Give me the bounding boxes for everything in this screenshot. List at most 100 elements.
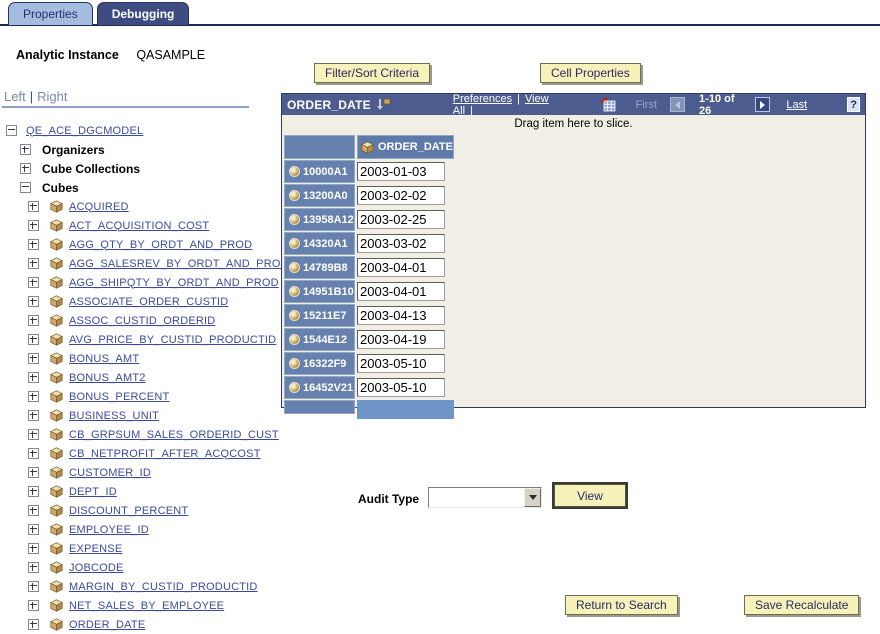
order-date-input[interactable] xyxy=(357,306,445,325)
previous-page-button[interactable] xyxy=(670,97,686,112)
order-date-column-header[interactable]: ORDER_DATE xyxy=(357,135,454,159)
expand-icon[interactable] xyxy=(28,486,39,497)
order-date-input[interactable] xyxy=(357,162,445,181)
cube-link[interactable]: BONUS_AMT2 xyxy=(69,371,146,384)
left-pane-link[interactable]: Left xyxy=(4,89,26,104)
row-label: 16452V21 xyxy=(303,381,354,394)
expand-icon[interactable] xyxy=(28,334,39,345)
corner-cell xyxy=(284,135,355,159)
cube-link[interactable]: CB_GRPSUM_SALES_ORDERID_CUST xyxy=(69,428,279,441)
last-link[interactable]: Last xyxy=(786,98,808,111)
cube-link[interactable]: ASSOC_CUSTID_ORDERID xyxy=(69,314,216,327)
expand-icon[interactable] xyxy=(28,277,39,288)
cube-link[interactable]: ACQUIRED xyxy=(69,200,129,213)
cube-link[interactable]: BONUS_AMT xyxy=(69,352,140,365)
tree-item-cube: AGG_QTY_BY_ORDT_AND_PROD xyxy=(6,235,280,254)
cube-link[interactable]: EMPLOYEE_ID xyxy=(69,523,149,536)
model-root-link[interactable]: QE_ACE_DGCMODEL xyxy=(26,124,144,137)
order-date-input[interactable] xyxy=(357,282,445,301)
cube-link[interactable]: AGG_SHIPQTY_BY_ORDT_AND_PROD xyxy=(69,276,279,289)
expand-icon[interactable] xyxy=(28,619,39,630)
expand-icon[interactable] xyxy=(28,600,39,611)
preferences-link[interactable]: Preferences xyxy=(452,92,513,105)
expand-icon[interactable] xyxy=(28,524,39,535)
order-date-input[interactable] xyxy=(357,186,445,205)
expand-icon[interactable] xyxy=(28,391,39,402)
expand-icon[interactable] xyxy=(28,429,39,440)
expand-icon[interactable] xyxy=(28,353,39,364)
expand-icon[interactable] xyxy=(28,410,39,421)
expand-icon[interactable] xyxy=(28,220,39,231)
member-icon[interactable] xyxy=(289,238,300,249)
cube-link[interactable]: NET_SALES_BY_EMPLOYEE xyxy=(69,599,225,612)
cube-icon xyxy=(50,542,63,555)
order-date-grid: ORDER_DATE Preferences | View All | First 1… xyxy=(281,92,866,419)
member-icon[interactable] xyxy=(289,286,300,297)
link-separator: | xyxy=(470,104,473,117)
cube-link[interactable]: AVG_PRICE_BY_CUSTID_PRODUCTID xyxy=(69,333,277,346)
expand-icon[interactable] xyxy=(28,239,39,250)
cube-link[interactable]: ACT_ACQUISITION_COST xyxy=(69,219,210,232)
filter-sort-criteria-button[interactable]: Filter/Sort Criteria xyxy=(314,63,431,83)
order-date-input[interactable] xyxy=(357,234,445,253)
right-pane-link[interactable]: Right xyxy=(37,89,68,104)
order-date-input[interactable] xyxy=(357,330,445,349)
save-recalculate-button[interactable]: Save Recalculate xyxy=(744,595,860,615)
collapse-icon[interactable] xyxy=(20,182,31,193)
cube-link[interactable]: JOBCODE xyxy=(69,561,124,574)
next-page-button[interactable] xyxy=(755,97,771,112)
cube-link[interactable]: BUSINESS_UNIT xyxy=(69,409,160,422)
cube-link[interactable]: DISCOUNT_PERCENT xyxy=(69,504,189,517)
cell-properties-button[interactable]: Cell Properties xyxy=(540,63,641,83)
expand-icon[interactable] xyxy=(28,505,39,516)
order-date-input[interactable] xyxy=(357,258,445,277)
slice-move-icon[interactable] xyxy=(376,98,391,111)
expand-icon[interactable] xyxy=(28,258,39,269)
row-label: 14789B8 xyxy=(303,261,348,274)
cube-link[interactable]: ORDER_DATE xyxy=(69,618,146,631)
tab-properties[interactable]: Properties xyxy=(8,2,93,25)
download-grid-icon[interactable] xyxy=(600,97,616,112)
member-icon[interactable] xyxy=(289,334,300,345)
audit-type-select[interactable] xyxy=(428,487,542,508)
cube-link[interactable]: EXPENSE xyxy=(69,542,123,555)
member-icon[interactable] xyxy=(289,358,300,369)
expand-icon[interactable] xyxy=(28,315,39,326)
expand-icon[interactable] xyxy=(28,372,39,383)
cube-icon xyxy=(50,333,63,346)
expand-icon[interactable] xyxy=(28,467,39,478)
order-date-input[interactable] xyxy=(357,354,445,373)
member-icon[interactable] xyxy=(289,166,300,177)
row-label: 15211E7 xyxy=(303,309,347,322)
cube-link[interactable]: CB_NETPROFIT_AFTER_ACQCOST xyxy=(69,447,261,460)
order-date-input[interactable] xyxy=(357,210,445,229)
cube-link[interactable]: MARGIN_BY_CUSTID_PRODUCTID xyxy=(69,580,258,593)
expand-icon[interactable] xyxy=(28,562,39,573)
cube-link[interactable]: AGG_QTY_BY_ORDT_AND_PROD xyxy=(69,238,253,251)
expand-icon[interactable] xyxy=(28,296,39,307)
expand-icon[interactable] xyxy=(28,201,39,212)
expand-icon[interactable] xyxy=(20,163,31,174)
view-button[interactable]: View xyxy=(552,482,628,509)
expand-icon[interactable] xyxy=(28,581,39,592)
member-icon[interactable] xyxy=(289,214,300,225)
cube-link[interactable]: BONUS_PERCENT xyxy=(69,390,170,403)
tab-debugging[interactable]: Debugging xyxy=(96,2,190,25)
help-icon[interactable]: ? xyxy=(847,97,860,112)
return-to-search-button[interactable]: Return to Search xyxy=(565,595,678,615)
cube-link[interactable]: DEPT_ID xyxy=(69,485,117,498)
cube-link[interactable]: ASSOCIATE_ORDER_CUSTID xyxy=(69,295,229,308)
cube-link[interactable]: CUSTOMER_ID xyxy=(69,466,152,479)
cube-link[interactable]: AGG_SALESREV_BY_ORDT_AND_PROD xyxy=(69,257,289,270)
member-icon[interactable] xyxy=(289,190,300,201)
expand-icon[interactable] xyxy=(20,144,31,155)
expand-icon[interactable] xyxy=(28,543,39,554)
expand-icon[interactable] xyxy=(28,448,39,459)
member-icon[interactable] xyxy=(289,310,300,321)
view-all-link[interactable]: View All xyxy=(452,92,549,117)
chevron-down-icon[interactable] xyxy=(524,488,541,507)
member-icon[interactable] xyxy=(289,262,300,273)
order-date-input[interactable] xyxy=(357,378,445,397)
collapse-icon[interactable] xyxy=(6,125,17,136)
member-icon[interactable] xyxy=(289,382,300,393)
